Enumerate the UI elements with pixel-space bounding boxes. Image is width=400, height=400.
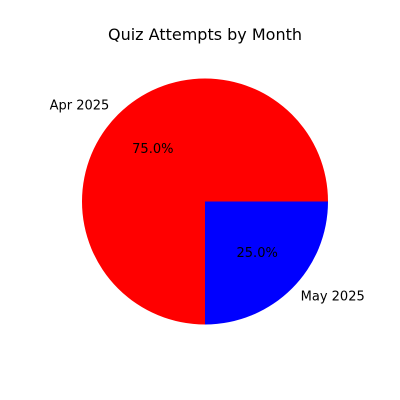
slice-label: Apr 2025 — [50, 98, 110, 113]
pie-slice-may-2025 — [205, 201, 328, 325]
slice-percent-label: 75.0% — [132, 142, 173, 157]
pie-labels: Apr 2025 75.0% May 2025 25.0% — [50, 98, 365, 304]
chart-title: Quiz Attempts by Month — [108, 25, 302, 44]
slice-percent-label: 25.0% — [237, 246, 278, 261]
slice-label: May 2025 — [301, 290, 365, 305]
pie-slices — [81, 78, 329, 325]
